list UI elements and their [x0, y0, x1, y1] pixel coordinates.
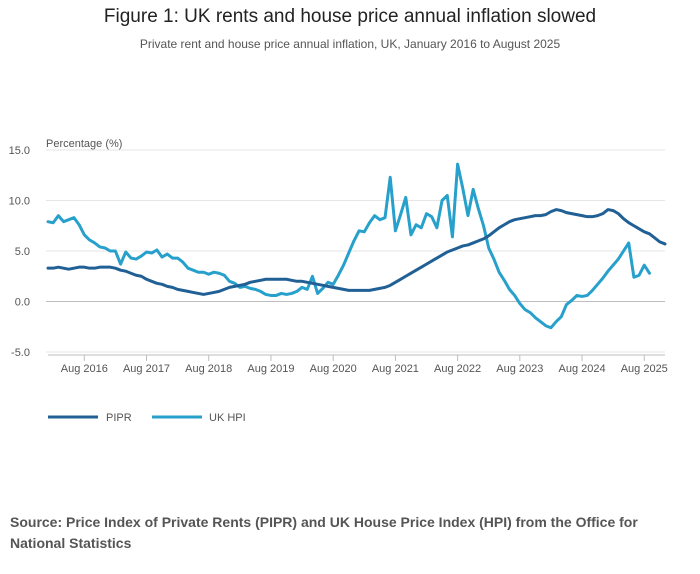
x-tick-label: Aug 2017	[123, 363, 170, 375]
x-tick-label: Aug 2025	[621, 363, 668, 375]
series-line-pipr	[46, 208, 667, 296]
source-note: Source: Price Index of Private Rents (PI…	[10, 514, 638, 551]
chart-legend: PIPR UK HPI	[48, 412, 246, 424]
y-tick-label: 5.0	[15, 246, 30, 258]
y-tick-label: -5.0	[11, 347, 30, 359]
x-axis: Aug 2016 Aug 2017 Aug 2018 Aug 2019 Aug 2020…	[48, 354, 668, 375]
x-tick-label: Aug 2024	[558, 363, 605, 375]
x-tick-label: Aug 2020	[310, 363, 357, 375]
x-tick-label: Aug 2018	[185, 363, 232, 375]
series-line-uk-hpi	[46, 162, 651, 330]
chart-subtitle: Private rent and house price annual infl…	[139, 37, 561, 51]
x-tick-label: Aug 2016	[61, 363, 108, 375]
x-tick-label: Aug 2022	[434, 363, 481, 375]
x-tick-label: Aug 2023	[496, 363, 543, 375]
y-tick-label: 15.0	[9, 145, 30, 157]
chart-lines	[46, 162, 667, 330]
x-tick-label: Aug 2019	[247, 363, 294, 375]
legend-label-uk-hpi: UK HPI	[209, 412, 246, 424]
x-tick-label: Aug 2021	[372, 363, 419, 375]
line-chart: Percentage (%) 15.0 10.0 5.0 0.0 -5.0 Aug 20…	[9, 138, 668, 424]
y-tick-label: 10.0	[9, 196, 30, 208]
y-tick-label: 0.0	[15, 297, 30, 309]
y-axis-label: Percentage (%)	[46, 138, 122, 150]
chart-title: Figure 1: UK rents and house price annua…	[103, 6, 597, 27]
chart-grid: 15.0 10.0 5.0 0.0 -5.0	[9, 145, 665, 359]
legend-label-pipr: PIPR	[106, 412, 132, 424]
